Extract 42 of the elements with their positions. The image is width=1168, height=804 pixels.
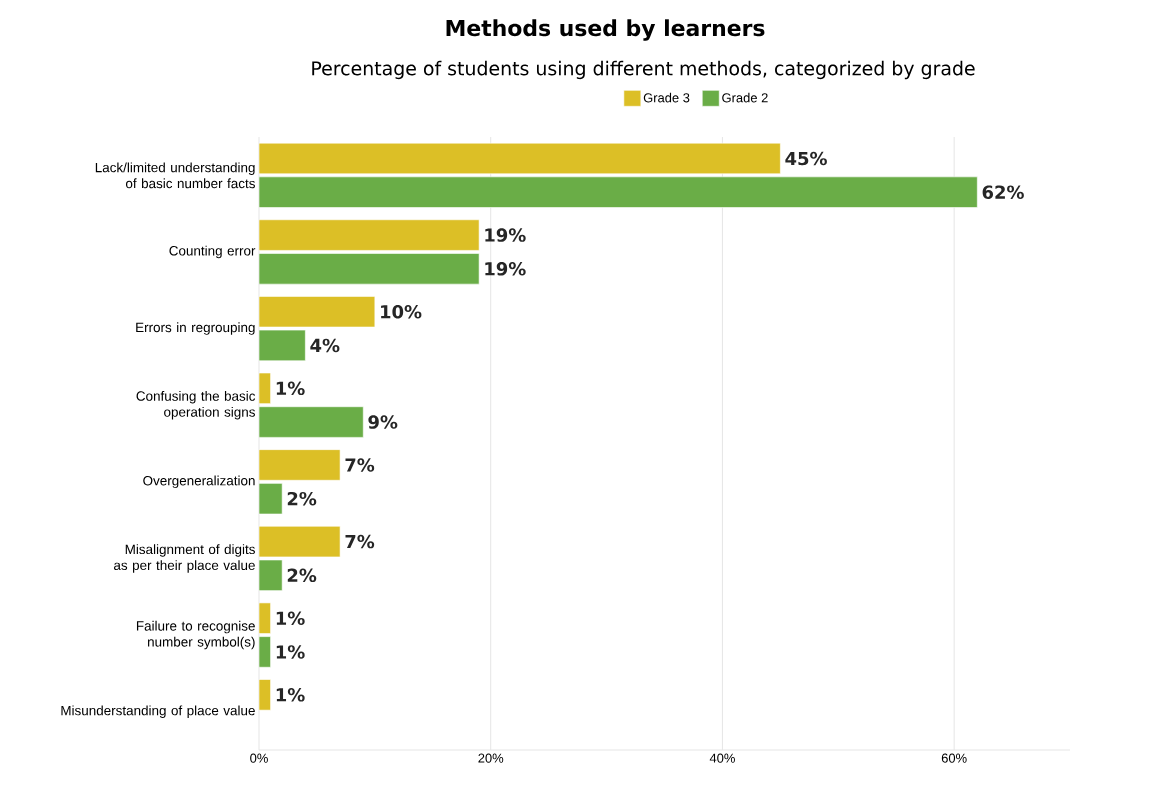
bar xyxy=(259,406,364,438)
y-tick-label: Misalignment of digits as per their place value xyxy=(114,544,255,573)
data-label: 19% xyxy=(485,228,526,242)
bar xyxy=(259,559,283,591)
y-tick-label: Counting error xyxy=(169,245,256,259)
bar xyxy=(259,219,480,251)
x-tick-label: 40% xyxy=(709,753,735,763)
data-label: 62% xyxy=(982,185,1024,199)
data-label: 1% xyxy=(276,381,305,396)
bar xyxy=(259,296,376,328)
chart-subtitle: Percentage of students using different methods, categorized by grade xyxy=(312,60,975,80)
y-tick-label: Failure to recognise number symbol(s) xyxy=(136,620,255,650)
data-label: 4% xyxy=(310,338,340,353)
bar xyxy=(259,449,341,481)
bar xyxy=(259,525,341,558)
data-label: 19% xyxy=(485,262,526,276)
x-tick-label: 60% xyxy=(941,753,967,763)
data-label: 1% xyxy=(276,611,305,625)
bar xyxy=(259,176,978,208)
data-label: 1% xyxy=(276,645,305,659)
x-tick-label: 20% xyxy=(478,753,504,763)
y-tick-label: Errors in regrouping xyxy=(136,322,255,335)
bar xyxy=(259,253,480,285)
y-tick-label: Confusing the basic operation signs xyxy=(136,390,256,420)
data-label: 2% xyxy=(287,491,317,506)
chart-title: Methods used by learners xyxy=(446,19,765,41)
y-tick-label: Lack/limited understanding of basic number facts xyxy=(95,162,255,189)
y-tick-label: Overgeneralization xyxy=(143,475,255,489)
x-tick-label: 0% xyxy=(250,753,268,763)
data-label: 1% xyxy=(276,688,305,702)
data-label: 45% xyxy=(785,151,827,166)
bar xyxy=(259,483,283,515)
bar xyxy=(259,329,306,362)
y-tick-label: Misunderstanding of place value xyxy=(61,705,255,718)
bar xyxy=(259,142,781,175)
data-label: 2% xyxy=(287,568,317,583)
legend-label: Grade 3 xyxy=(643,92,690,103)
data-label: 10% xyxy=(381,304,422,319)
legend-label: Grade 2 xyxy=(722,92,768,103)
data-label: 7% xyxy=(345,534,375,549)
data-label: 7% xyxy=(345,458,375,472)
data-label: 9% xyxy=(368,415,398,429)
